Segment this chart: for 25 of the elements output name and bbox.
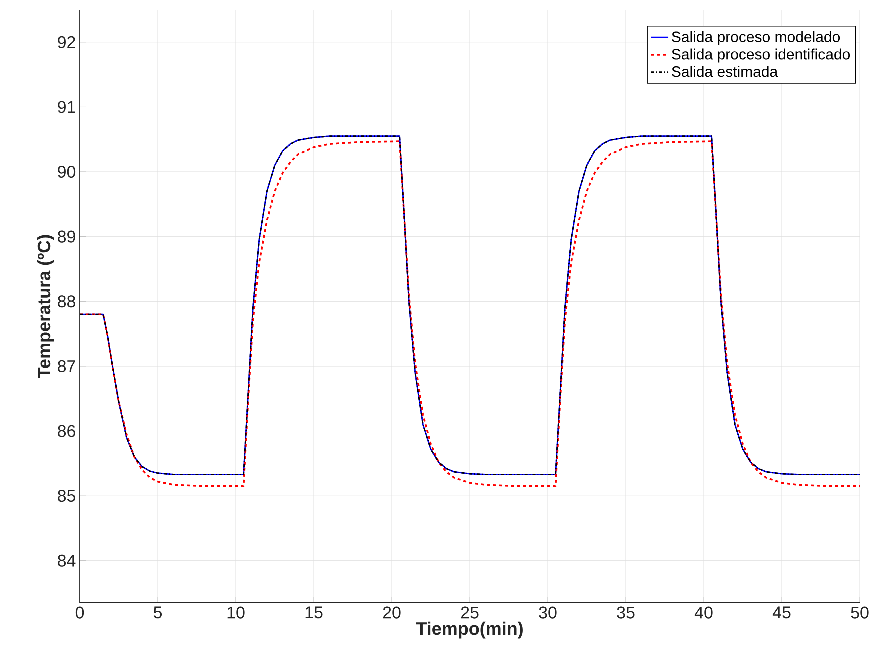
y-tick-label: 91 <box>58 101 76 114</box>
y-tick-label: 87 <box>58 360 76 372</box>
y-tick-label: 89 <box>58 230 76 243</box>
y-tick-label: 86 <box>58 425 76 438</box>
y-tick-label: 84 <box>58 554 76 567</box>
y-tick-label: 90 <box>58 166 76 178</box>
x-tick-label: 30 <box>539 606 557 619</box>
x-tick-label: 5 <box>154 606 162 619</box>
legend-label: Salida estimada <box>672 66 778 78</box>
x-tick-label: 35 <box>617 606 635 619</box>
x-tick-label: 40 <box>694 606 713 619</box>
x-tick-label: 0 <box>76 606 84 619</box>
legend-label: Salida proceso modelado <box>672 31 840 46</box>
x-axis-title: Tiempo(min) <box>416 622 523 639</box>
x-tick-label: 10 <box>228 606 245 619</box>
x-tick-label: 45 <box>772 606 791 619</box>
x-tick-label: 20 <box>383 606 401 619</box>
x-tick-label: 15 <box>306 606 323 619</box>
y-tick-label: 92 <box>58 36 76 48</box>
x-tick-label: 25 <box>461 606 479 619</box>
x-tick-label: 50 <box>851 606 869 619</box>
legend-label: Salida proceso identificado <box>672 48 850 63</box>
y-tick-label: 85 <box>58 490 76 502</box>
y-tick-label: 88 <box>58 296 76 308</box>
y-axis-title: Temperatura (ºC) <box>37 235 54 378</box>
